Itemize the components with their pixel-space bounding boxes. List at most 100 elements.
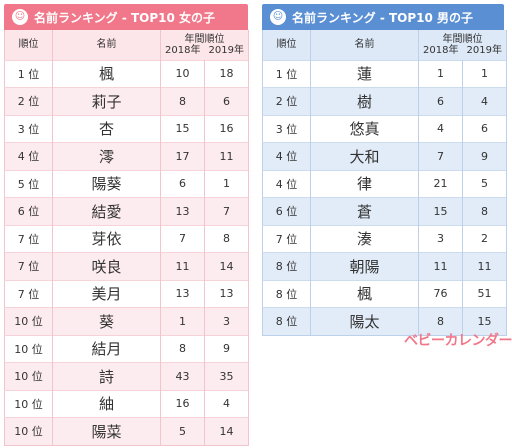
year-2018-cell: 11 (160, 252, 205, 280)
rank-cell: 4 位 (262, 170, 311, 198)
rank-cell: 7 位 (4, 252, 53, 280)
year-2018-cell: 76 (418, 280, 463, 308)
year-2019-cell: 3 (204, 307, 249, 335)
girls-col-2019: 2019年 (208, 44, 244, 56)
rank-cell: 7 位 (4, 280, 53, 308)
girl-face-icon: ☺ (12, 9, 28, 25)
year-2019-cell: 51 (462, 280, 507, 308)
rank-cell: 3 位 (4, 115, 53, 143)
year-2019-cell: 18 (204, 60, 249, 88)
table-row: 8 位陽太 8 15 (262, 307, 507, 335)
rank-cell: 4 位 (262, 142, 311, 170)
year-2018-cell: 6 (418, 87, 463, 115)
name-cell: 楓 (52, 60, 161, 88)
year-2019-cell: 4 (462, 87, 507, 115)
table-row: 7 位芽依 7 8 (4, 225, 249, 253)
boys-col-2019: 2019年 (466, 44, 502, 56)
year-2018-cell: 21 (418, 170, 463, 198)
rank-cell: 6 位 (4, 197, 53, 225)
name-cell: 澪 (52, 142, 161, 170)
year-2019-cell: 6 (462, 115, 507, 143)
table-row: 8 位楓 76 51 (262, 280, 507, 308)
table-row: 6 位結愛 13 7 (4, 197, 249, 225)
girls-col-year-group: 年間順位 (184, 33, 225, 45)
name-cell: 樹 (310, 87, 419, 115)
year-2018-cell: 17 (160, 142, 205, 170)
rank-cell: 7 位 (4, 225, 53, 253)
boy-face-icon: ☺ (270, 9, 286, 25)
table-row: 5 位陽葵 6 1 (4, 170, 249, 198)
girls-col-2018: 2018年 (165, 44, 201, 56)
year-2018-cell: 13 (160, 197, 205, 225)
name-cell: 大和 (310, 142, 419, 170)
name-cell: 陽菜 (52, 417, 161, 445)
table-row: 4 位澪 17 11 (4, 142, 249, 170)
year-2019-cell: 2 (462, 225, 507, 253)
year-2018-cell: 13 (160, 280, 205, 308)
year-2018-cell: 7 (418, 142, 463, 170)
boys-title: 名前ランキング - TOP10 男の子 (292, 10, 474, 25)
girls-title-bar: ☺ 名前ランキング - TOP10 女の子 (4, 4, 248, 30)
year-2019-cell: 7 (204, 197, 249, 225)
year-2018-cell: 4 (418, 115, 463, 143)
year-2019-cell: 14 (204, 252, 249, 280)
name-cell: 美月 (52, 280, 161, 308)
year-2018-cell: 43 (160, 362, 205, 390)
name-cell: 詩 (52, 362, 161, 390)
table-row: 2 位莉子 8 6 (4, 87, 249, 115)
boys-title-bar: ☺ 名前ランキング - TOP10 男の子 (262, 4, 504, 30)
rank-cell: 1 位 (4, 60, 53, 88)
table-row: 10 位結月 8 9 (4, 335, 249, 363)
girls-table-header: 順位 名前 年間順位 2018年 2019年 (4, 30, 249, 60)
rank-cell: 2 位 (4, 87, 53, 115)
year-2019-cell: 14 (204, 417, 249, 445)
name-cell: 蒼 (310, 197, 419, 225)
table-row: 4 位大和 7 9 (262, 142, 507, 170)
rank-cell: 6 位 (262, 197, 311, 225)
rank-cell: 10 位 (4, 362, 53, 390)
table-row: 10 位陽菜 5 14 (4, 417, 249, 445)
year-2018-cell: 15 (160, 115, 205, 143)
boys-col-years: 年間順位 2018年 2019年 (418, 30, 507, 60)
name-cell: 陽葵 (52, 170, 161, 198)
baby-calendar-logo: ベビーカレンダー (404, 333, 512, 349)
name-cell: 律 (310, 170, 419, 198)
name-cell: 紬 (52, 390, 161, 418)
year-2018-cell: 8 (418, 307, 463, 335)
rank-cell: 5 位 (4, 170, 53, 198)
year-2018-cell: 5 (160, 417, 205, 445)
rank-cell: 8 位 (262, 307, 311, 335)
year-2018-cell: 6 (160, 170, 205, 198)
year-2019-cell: 8 (462, 197, 507, 225)
table-row: 6 位蒼 15 8 (262, 197, 507, 225)
name-cell: 結愛 (52, 197, 161, 225)
table-row: 4 位律 21 5 (262, 170, 507, 198)
year-2019-cell: 11 (462, 252, 507, 280)
boys-col-year-group: 年間順位 (442, 33, 483, 45)
year-2018-cell: 10 (160, 60, 205, 88)
year-2019-cell: 15 (462, 307, 507, 335)
year-2018-cell: 8 (160, 335, 205, 363)
girls-ranking-panel: ☺ 名前ランキング - TOP10 女の子 順位 名前 年間順位 2018年 2… (4, 4, 249, 446)
table-row: 10 位詩 43 35 (4, 362, 249, 390)
year-2019-cell: 11 (204, 142, 249, 170)
rank-cell: 8 位 (262, 252, 311, 280)
year-2019-cell: 4 (204, 390, 249, 418)
rank-cell: 2 位 (262, 87, 311, 115)
year-2019-cell: 9 (462, 142, 507, 170)
year-2018-cell: 15 (418, 197, 463, 225)
girls-ranking-table: 順位 名前 年間順位 2018年 2019年 1 位楓 10 18 2 位莉子 8 6 3 … (4, 30, 249, 446)
year-2019-cell: 35 (204, 362, 249, 390)
table-row: 1 位楓 10 18 (4, 60, 249, 88)
name-cell: 悠真 (310, 115, 419, 143)
girls-col-rank: 順位 (4, 30, 53, 60)
rank-cell: 10 位 (4, 417, 53, 445)
year-2019-cell: 9 (204, 335, 249, 363)
rank-cell: 10 位 (4, 307, 53, 335)
year-2018-cell: 8 (160, 87, 205, 115)
rank-cell: 10 位 (4, 335, 53, 363)
